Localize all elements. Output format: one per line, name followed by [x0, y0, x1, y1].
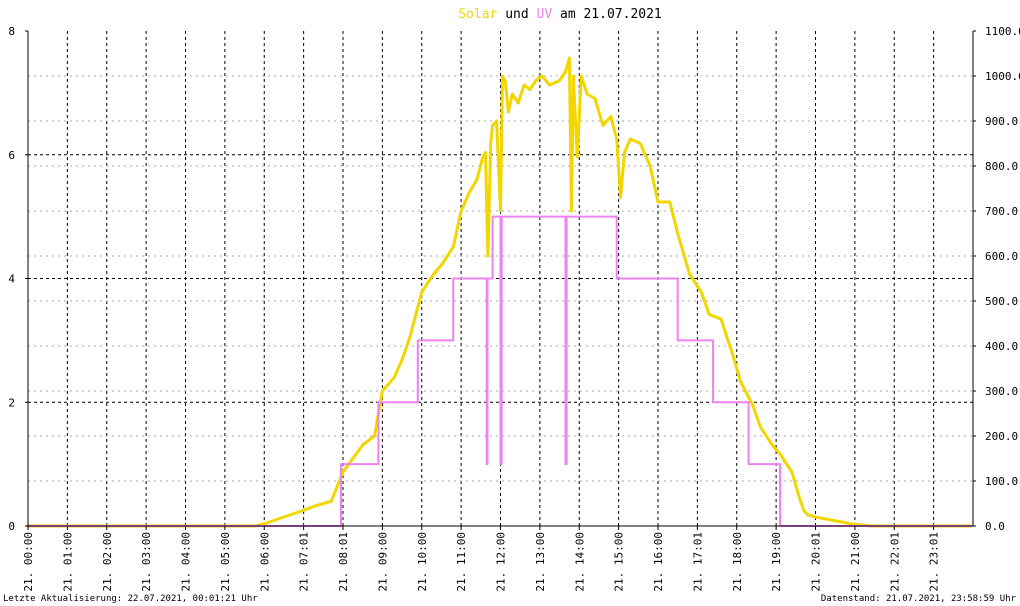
x-tick-label: 21. 14:00 [573, 532, 586, 592]
x-tick-label: 21. 01:00 [61, 532, 74, 592]
right-tick-label: 600.0 [985, 250, 1018, 263]
left-tick-label: 8 [8, 25, 15, 38]
x-tick-label: 21. 12:00 [495, 532, 508, 592]
title-part-2: UV [537, 7, 553, 22]
x-tick-label: 21. 19:00 [770, 532, 783, 592]
chart-title: Solar und UV am 21.07.2021 [458, 7, 662, 22]
x-tick-label: 21. 15:00 [613, 532, 626, 592]
right-tick-label: 800.0 [985, 160, 1018, 173]
footer-last-update: Letzte Aktualisierung: 22.07.2021, 00:01… [3, 594, 258, 604]
left-tick-label: 2 [8, 396, 15, 409]
x-tick-label: 21. 03:00 [140, 532, 153, 592]
x-tick-label: 21. 16:00 [652, 532, 665, 592]
right-tick-label: 700.0 [985, 205, 1018, 218]
x-tick-label: 21. 06:00 [258, 532, 271, 592]
x-tick-label: 21. 08:01 [337, 532, 350, 592]
x-tick-label: 21. 13:00 [534, 532, 547, 592]
right-tick-label: 200.0 [985, 430, 1018, 443]
x-tick-label: 21. 22:01 [888, 532, 901, 592]
x-tick-label: 21. 11:00 [455, 532, 468, 592]
right-tick-label: 900.0 [985, 115, 1018, 128]
footer-data-status: Datenstand: 21.07.2021, 23:58:59 Uhr [821, 594, 1017, 604]
series-layer [26, 56, 973, 528]
x-tick-label: 21. 07:01 [298, 532, 311, 592]
right-tick-label: 1000.0 [985, 70, 1020, 83]
x-tick-label: 21. 23:01 [928, 532, 941, 592]
x-tick-label: 21. 05:00 [219, 532, 232, 592]
right-tick-label: 0.0 [985, 520, 1005, 533]
series-uv [27, 215, 972, 527]
right-tick-label: 1100.0 [985, 25, 1020, 38]
title-part-0: Solar [458, 7, 497, 22]
x-tick-label: 21. 09:00 [376, 532, 389, 592]
x-tick-label: 21. 17:01 [691, 532, 704, 592]
title-part-1: und [497, 7, 536, 22]
x-tick-label: 21. 18:00 [731, 532, 744, 592]
x-tick-label: 21. 10:00 [416, 532, 429, 592]
x-tick-label: 21. 21:00 [849, 532, 862, 592]
right-tick-label: 300.0 [985, 385, 1018, 398]
axes [25, 30, 976, 530]
x-tick-label: 21. 00:00 [22, 532, 35, 592]
left-tick-label: 4 [8, 273, 15, 286]
x-tick-label: 21. 04:00 [180, 532, 193, 592]
tick-labels: 0 2 4 6 8 0.0 100.0 200.0 300.0 400.0 500.0 600.0 70… [8, 25, 1020, 592]
x-tick-label: 21. 02:00 [101, 532, 114, 592]
left-tick-label: 0 [8, 520, 15, 533]
left-tick-label: 6 [8, 149, 15, 162]
right-tick-label: 500.0 [985, 295, 1018, 308]
title-part-3: am 21.07.2021 [552, 7, 662, 22]
right-tick-label: 400.0 [985, 340, 1018, 353]
series-solar [26, 56, 973, 528]
x-tick-label: 21. 20:01 [810, 532, 823, 592]
right-tick-label: 100.0 [985, 475, 1018, 488]
